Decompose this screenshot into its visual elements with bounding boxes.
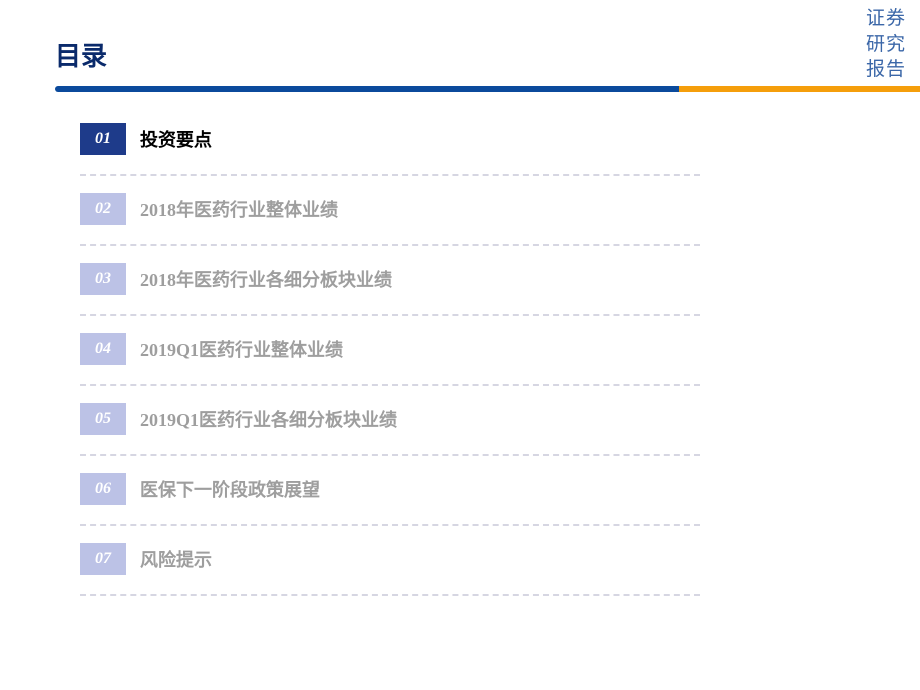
table-of-contents: 01 投资要点 02 2018年医药行业整体业绩 03 2018年医药行业各细分…	[80, 122, 680, 612]
toc-number: 02	[80, 193, 126, 225]
toc-item-4[interactable]: 04 2019Q1医药行业整体业绩	[80, 332, 680, 366]
toc-number: 04	[80, 333, 126, 365]
page-title: 目录	[55, 36, 107, 73]
corner-line-3: 报告	[866, 57, 906, 83]
divider-segment-blue	[55, 86, 682, 92]
toc-item-2[interactable]: 02 2018年医药行业整体业绩	[80, 192, 680, 226]
toc-label: 医保下一阶段政策展望	[140, 476, 320, 502]
toc-number: 07	[80, 543, 126, 575]
toc-label: 风险提示	[140, 546, 212, 572]
toc-label: 2019Q1医药行业各细分板块业绩	[140, 406, 397, 432]
toc-label: 2018年医药行业各细分板块业绩	[140, 266, 392, 292]
toc-number: 06	[80, 473, 126, 505]
toc-number: 05	[80, 403, 126, 435]
toc-number: 01	[80, 123, 126, 155]
header-region: 目录 证券 研究 报告	[0, 0, 920, 95]
corner-line-1: 证券	[866, 6, 906, 32]
toc-item-7[interactable]: 07 风险提示	[80, 542, 680, 576]
toc-number: 03	[80, 263, 126, 295]
corner-line-2: 研究	[866, 32, 906, 58]
toc-label: 投资要点	[140, 126, 212, 152]
toc-label: 2019Q1医药行业整体业绩	[140, 336, 343, 362]
toc-item-5[interactable]: 05 2019Q1医药行业各细分板块业绩	[80, 402, 680, 436]
header-divider	[55, 86, 920, 92]
divider-segment-orange	[679, 86, 920, 92]
toc-item-3[interactable]: 03 2018年医药行业各细分板块业绩	[80, 262, 680, 296]
toc-item-6[interactable]: 06 医保下一阶段政策展望	[80, 472, 680, 506]
corner-label: 证券 研究 报告	[866, 6, 906, 83]
toc-label: 2018年医药行业整体业绩	[140, 196, 338, 222]
toc-item-1[interactable]: 01 投资要点	[80, 122, 680, 156]
